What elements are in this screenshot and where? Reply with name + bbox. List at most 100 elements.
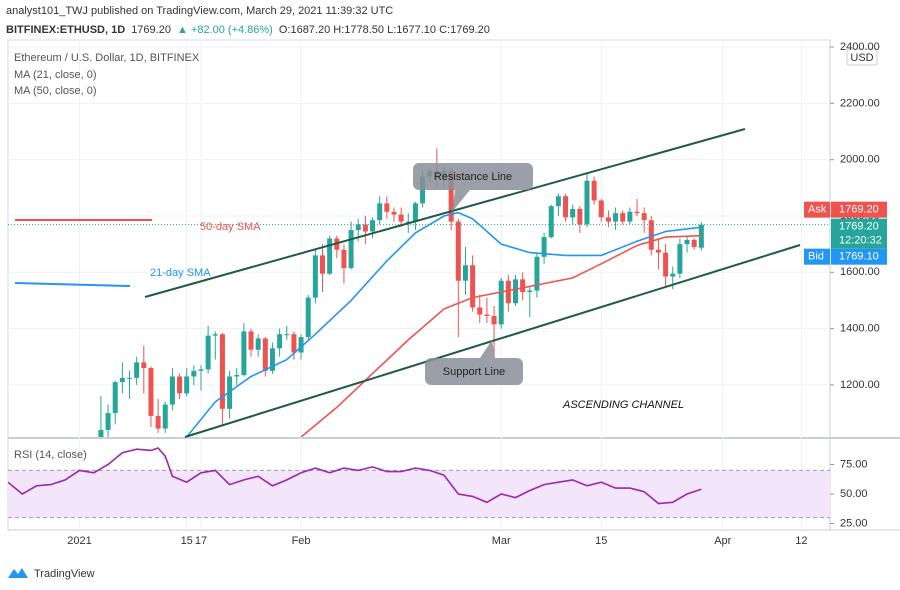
footer-brand: TradingView [34,568,95,580]
price-tag-name-box [804,201,830,218]
candle-body [362,224,368,232]
candle-body [498,280,504,325]
y-tick-label: 1200.00 [840,379,880,391]
quote-line: BITFINEX:ETHUSD, 1D 1769.20 ▲ +82.00 (+4.8… [6,24,490,36]
candle-body [591,180,597,201]
sma21-label: 21-day SMA [150,267,211,279]
y-tick-label: 2400.00 [840,41,880,53]
symbol: BITFINEX:ETHUSD, 1D [6,24,125,36]
candle-body [520,279,526,292]
candle-body [534,256,540,291]
y-tick-label: 75.00 [840,458,868,470]
candle-body [691,239,697,247]
candle-body [355,224,361,231]
candle-body [455,221,461,281]
candle-body [677,244,683,274]
resistance-label: Resistance Line [434,171,512,183]
candle-body [462,265,468,281]
candle-body [512,279,518,304]
y-tick-label: 1600.00 [840,266,880,278]
candle-body [112,382,118,414]
candle-body [134,362,140,378]
candle-body [269,348,275,371]
currency: USD [850,52,873,64]
candle-body [391,211,397,215]
y-tick-label: 2000.00 [840,154,880,166]
y-tick-label: 2200.00 [840,97,880,109]
candle-body [377,203,383,221]
candle-body [191,370,197,377]
candle-body [655,249,661,253]
legend-entry: MA (21, close, 0) [14,69,97,81]
candle-body [405,221,411,223]
candle-body [470,265,476,308]
publish-line: analyst101_TWJ published on TradingView.… [6,5,393,17]
candle-body [477,307,483,315]
candle-body [563,196,569,218]
candle-body [298,337,304,353]
candle-body [169,376,175,405]
channel-lower [184,244,801,438]
candle-body [648,220,654,250]
candle-body [484,314,490,316]
candle-body [627,211,633,222]
candle-body [555,196,561,207]
last: 1769.20 [131,24,171,36]
x-tick-label: Feb [292,535,311,547]
candle-body [548,206,554,238]
candle-body [505,280,511,304]
price-tag-name: Ask [808,204,827,216]
candle-body [312,255,318,298]
candle-body [698,224,704,248]
ohlc: O:1687.20 H:1778.50 L:1677.10 C:1769.20 [279,24,490,36]
price-tag-value: 1769.20 [839,204,879,216]
sma50-label: 50-day SMA [200,221,261,233]
candle-body [98,429,104,437]
candle-body [663,252,669,277]
x-tick-label: 12 [795,535,807,547]
candle-body [491,315,497,325]
candle-body [398,214,404,222]
candle-body [255,338,261,350]
moving-average [300,234,702,437]
y-tick-label: 50.00 [840,488,868,500]
candle-body [541,237,547,257]
candle-body [262,338,268,371]
legend-entry: MA (50, close, 0) [14,85,97,97]
price-tag-name: Bid [808,251,824,263]
candle-body [241,331,247,376]
candle-body [177,376,183,394]
candle-body [291,334,297,353]
candle-body [284,334,290,336]
candle-body [162,404,168,429]
candle-body [212,334,218,336]
x-tick-label: Apr [714,535,731,547]
logo [8,568,28,578]
candle-body [570,208,576,218]
candle-body [577,208,583,225]
candle-body [248,331,254,350]
candle-body [127,377,133,379]
candle-body [412,203,418,222]
rsi-title: RSI (14, close) [14,449,87,461]
candle-body [148,368,154,416]
candle-body [320,255,326,274]
price-tag-value: 1769.10 [839,251,879,263]
callout-pointer [480,340,495,358]
candle-body [327,238,333,274]
candle-body [670,273,676,277]
price-tag [831,201,887,218]
candle-body [119,377,125,383]
candle-body [370,220,376,232]
currency-box [846,48,878,66]
candle-body [613,213,619,222]
chart-title: Ethereum / U.S. Dollar, 1D, BITFINEX [14,52,200,64]
callout-pointer [452,190,470,212]
candle-body [584,180,590,225]
resistance-callout [413,163,533,190]
candle-body [155,415,161,429]
rsi-band [8,470,830,518]
moving-average [186,211,702,437]
x-tick-label: Mar [492,535,511,547]
price-tag-name-box [804,248,830,265]
